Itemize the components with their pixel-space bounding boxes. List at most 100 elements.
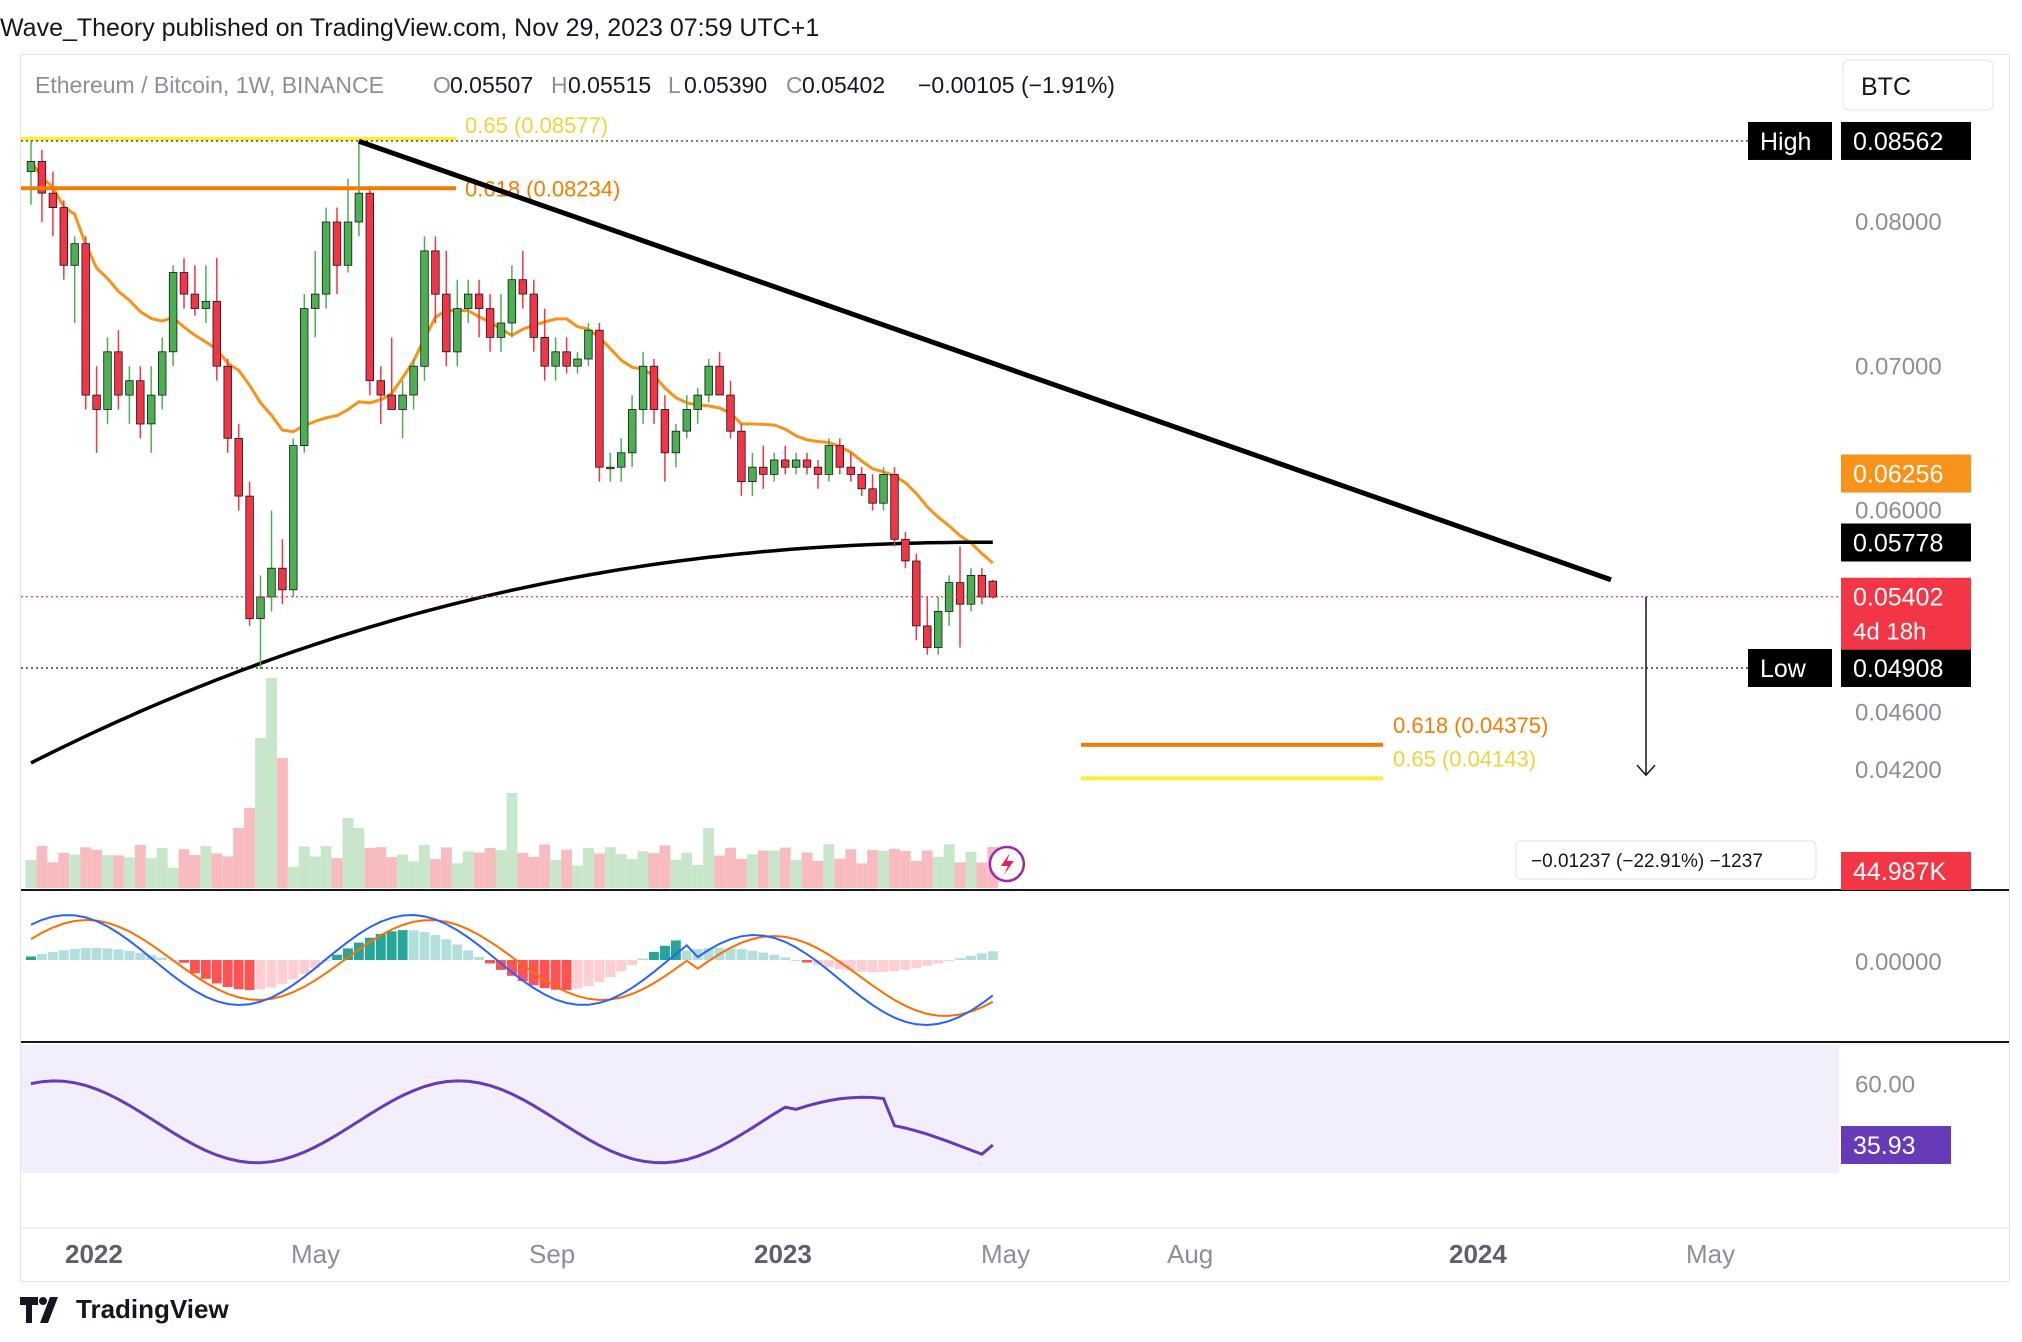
candle[interactable]: [387, 337, 396, 410]
candle[interactable]: [890, 467, 899, 547]
candle[interactable]: [529, 279, 538, 352]
candle[interactable]: [595, 323, 604, 482]
currency-button[interactable]: [1842, 59, 1994, 111]
candle[interactable]: [638, 351, 648, 424]
candle[interactable]: [573, 351, 582, 374]
candle[interactable]: [398, 380, 407, 439]
chart-canvas[interactable]: 0.65 (0.08577)0.618 (0.08234)0.618 (0.04…: [21, 55, 2009, 1281]
candle[interactable]: [343, 178, 353, 273]
candle[interactable]: [934, 597, 943, 655]
candle[interactable]: [299, 294, 309, 453]
candle[interactable]: [835, 438, 844, 475]
candle[interactable]: [81, 236, 90, 410]
candle[interactable]: [409, 359, 418, 410]
drawing-overlays[interactable]: 0.65 (0.08577)0.618 (0.08234)0.618 (0.04…: [21, 113, 1839, 883]
candle[interactable]: [660, 395, 670, 482]
candle[interactable]: [289, 438, 298, 597]
candle[interactable]: [321, 207, 331, 309]
candle[interactable]: [944, 575, 954, 626]
candle[interactable]: [442, 250, 451, 367]
candle[interactable]: [201, 265, 211, 323]
candle[interactable]: [157, 337, 167, 410]
candle[interactable]: [704, 359, 713, 403]
candle[interactable]: [212, 258, 221, 381]
candle[interactable]: [125, 366, 134, 424]
chart-frame[interactable]: 0.65 (0.08577) 0.618 (0.08234) 0.618 (0.04…: [20, 54, 2010, 1282]
candle[interactable]: [562, 337, 571, 374]
candle-body: [354, 192, 364, 223]
candle[interactable]: [245, 481, 254, 626]
candle[interactable]: [737, 423, 746, 497]
candle[interactable]: [606, 452, 615, 482]
price-scale[interactable]: 0.08000 0.07000 0.06000 0.04600 0.04200 High 0…: [1748, 121, 1971, 1165]
time-axis[interactable]: 2022 May Sep 2023 May Aug 2024 May: [65, 1239, 1735, 1269]
candle[interactable]: [70, 236, 79, 323]
candle[interactable]: [802, 452, 812, 475]
candle[interactable]: [103, 337, 112, 424]
candle[interactable]: [92, 366, 101, 453]
macd-histogram-bar: [58, 950, 69, 960]
candle[interactable]: [179, 258, 189, 309]
candle[interactable]: [671, 423, 681, 468]
candle[interactable]: [617, 438, 626, 482]
candle[interactable]: [901, 532, 910, 569]
candle[interactable]: [770, 452, 779, 482]
candle[interactable]: [431, 236, 440, 323]
candle[interactable]: [376, 366, 385, 424]
candle[interactable]: [332, 207, 342, 295]
candle[interactable]: [420, 236, 429, 381]
candle[interactable]: [955, 546, 965, 648]
candle[interactable]: [136, 366, 145, 439]
candle[interactable]: [310, 250, 320, 338]
candle[interactable]: [507, 265, 517, 338]
candle[interactable]: [857, 467, 866, 497]
candle[interactable]: [966, 568, 976, 612]
candle[interactable]: [474, 279, 484, 338]
candle[interactable]: [584, 323, 593, 367]
candle[interactable]: [147, 366, 156, 453]
candle[interactable]: [748, 452, 757, 497]
candle[interactable]: [824, 438, 834, 482]
candle[interactable]: [453, 279, 462, 367]
candle[interactable]: [190, 265, 200, 316]
candle[interactable]: [59, 200, 68, 280]
candle[interactable]: [223, 359, 232, 453]
candle[interactable]: [988, 579, 997, 599]
candle[interactable]: [923, 597, 932, 655]
candle[interactable]: [781, 445, 790, 475]
candle[interactable]: [48, 171, 58, 237]
candle[interactable]: [879, 467, 888, 511]
candle[interactable]: [518, 250, 527, 309]
candle[interactable]: [485, 294, 495, 352]
candle[interactable]: [868, 474, 877, 511]
candle[interactable]: [682, 395, 691, 439]
candle[interactable]: [463, 279, 473, 323]
candle[interactable]: [168, 265, 178, 367]
candle[interactable]: [551, 337, 560, 381]
candle[interactable]: [365, 186, 374, 396]
candle[interactable]: [649, 359, 659, 424]
candle[interactable]: [726, 380, 735, 439]
candle[interactable]: [114, 330, 123, 410]
candle[interactable]: [496, 294, 506, 352]
candle[interactable]: [37, 149, 47, 222]
candle[interactable]: [278, 539, 287, 605]
candle[interactable]: [791, 452, 801, 475]
candle[interactable]: [26, 141, 36, 205]
candle[interactable]: [693, 387, 702, 424]
tradingview-logo[interactable]: TradingView: [20, 1294, 229, 1325]
descending-trendline[interactable]: [358, 138, 1612, 583]
candle[interactable]: [759, 445, 768, 489]
candle[interactable]: [256, 575, 265, 670]
candlestick-series[interactable]: [26, 141, 997, 670]
volume-bar: [320, 846, 332, 888]
candle[interactable]: [628, 395, 637, 468]
candle[interactable]: [813, 460, 823, 489]
candle[interactable]: [715, 351, 724, 396]
volume-value-tag: 44.987K: [1853, 858, 1946, 886]
candle[interactable]: [540, 308, 549, 381]
candle[interactable]: [234, 423, 243, 511]
candle[interactable]: [846, 452, 855, 482]
candle[interactable]: [977, 568, 987, 605]
macd-histogram-bar: [343, 948, 353, 960]
